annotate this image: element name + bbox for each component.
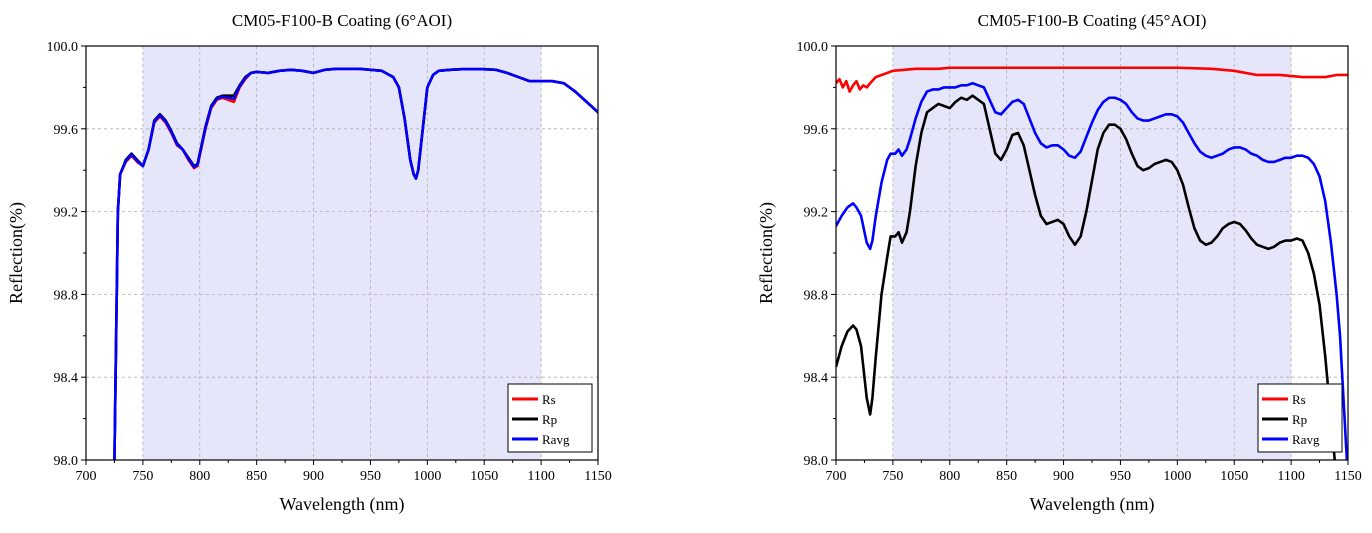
y-tick-label: 100.0 <box>47 40 79 55</box>
y-tick-label: 98.4 <box>804 371 829 386</box>
x-tick-label: 1050 <box>470 469 498 484</box>
series-line-ravg <box>113 67 598 460</box>
y-tick-label: 98.8 <box>54 288 79 303</box>
x-tick-label: 1100 <box>527 469 554 484</box>
legend-label-ravg: Ravg <box>542 432 570 447</box>
y-tick-label: 98.8 <box>804 288 829 303</box>
y-tick-label: 99.2 <box>54 206 79 221</box>
y-tick-label: 98.0 <box>804 454 829 469</box>
y-tick-label: 100.0 <box>797 40 829 55</box>
x-tick-label: 1150 <box>584 469 611 484</box>
x-tick-label: 1000 <box>413 469 441 484</box>
x-axis-label: Wavelength (nm) <box>279 494 404 515</box>
y-tick-label: 99.6 <box>804 123 829 138</box>
y-axis-label: Reflection(%) <box>756 202 777 304</box>
chart-title: CM05-F100-B Coating (6°AOI) <box>232 11 452 30</box>
series-group <box>836 66 1348 460</box>
y-tick-label: 99.6 <box>54 123 79 138</box>
x-tick-label: 850 <box>996 469 1017 484</box>
x-tick-label: 1150 <box>1334 469 1361 484</box>
series-line-rp <box>836 94 1337 460</box>
legend: Rs Rp Ravg <box>507 383 593 453</box>
y-tick-label: 99.2 <box>804 206 829 221</box>
x-tick-label: 1050 <box>1220 469 1248 484</box>
x-tick-label: 900 <box>1053 469 1074 484</box>
x-tick-label: 900 <box>303 469 324 484</box>
x-tick-label: 700 <box>76 469 97 484</box>
chart-0: 700 750 800 850 900 950 1000 1050 1100 1150 98.0 98… <box>6 11 612 515</box>
x-tick-label: 950 <box>1110 469 1131 484</box>
legend-label-rp: Rp <box>1292 412 1307 427</box>
x-axis-label: Wavelength (nm) <box>1029 494 1154 515</box>
x-tick-label: 950 <box>360 469 381 484</box>
shaded-band <box>892 46 1292 460</box>
x-tick-label: 1100 <box>1277 469 1304 484</box>
chart-1: 700 750 800 850 900 950 1000 1050 1100 1150 98.0 98… <box>756 11 1362 515</box>
legend-label-ravg: Ravg <box>1292 432 1320 447</box>
chart-title: CM05-F100-B Coating (45°AOI) <box>978 11 1207 30</box>
legend-label-rp: Rp <box>542 412 557 427</box>
x-tick-label: 850 <box>246 469 267 484</box>
y-tick-label: 98.4 <box>54 371 79 386</box>
x-tick-label: 750 <box>132 469 153 484</box>
legend-label-rs: Rs <box>542 392 556 407</box>
y-axis-label: Reflection(%) <box>6 202 27 304</box>
x-tick-label: 800 <box>939 469 960 484</box>
y-tick-label: 98.0 <box>54 454 79 469</box>
x-tick-label: 750 <box>882 469 903 484</box>
legend-label-rs: Rs <box>1292 392 1306 407</box>
x-tick-label: 1000 <box>1163 469 1191 484</box>
series-group <box>113 67 598 460</box>
series-line-ravg <box>836 81 1348 460</box>
legend: Rs Rp Ravg <box>1257 383 1343 453</box>
shaded-band <box>142 46 542 460</box>
x-tick-label: 800 <box>189 469 210 484</box>
x-tick-label: 700 <box>826 469 847 484</box>
series-line-rs <box>836 66 1348 93</box>
